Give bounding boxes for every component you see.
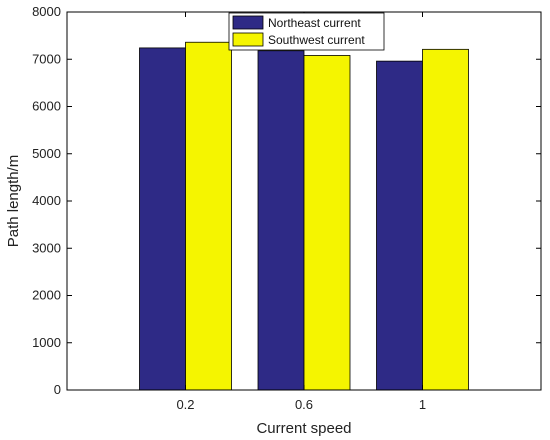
bar-southwest-current-0.6 xyxy=(303,55,351,391)
x-tick-label: 0.6 xyxy=(295,397,313,412)
x-tick-label: 0.2 xyxy=(176,397,194,412)
bar-northeast-current-0.2 xyxy=(139,47,186,391)
legend-label: Northeast current xyxy=(268,16,361,30)
y-tick-label: 5000 xyxy=(32,146,61,161)
bar-northeast-current-1 xyxy=(376,60,423,391)
y-tick-label: 4000 xyxy=(32,193,61,208)
legend-swatch xyxy=(232,32,264,47)
y-tick-label: 8000 xyxy=(32,4,61,19)
y-tick-label: 7000 xyxy=(32,51,61,66)
y-axis: 0 1000 2000 3000 4000 5000 6000 7000 8000 xyxy=(32,4,541,397)
bars-layer xyxy=(139,41,469,391)
x-tick-label: 1 xyxy=(419,397,426,412)
y-tick-label: 0 xyxy=(54,382,61,397)
bar-northeast-current-0.6 xyxy=(257,50,305,391)
y-tick-label: 1000 xyxy=(32,335,61,350)
legend: Northeast current Southwest current xyxy=(228,12,385,51)
bar-southwest-current-0.2 xyxy=(185,41,232,391)
y-tick-label: 3000 xyxy=(32,240,61,255)
x-axis-label: Current speed xyxy=(256,420,351,437)
bar-southwest-current-1 xyxy=(422,48,469,391)
legend-label: Southwest current xyxy=(268,33,365,47)
y-axis-label: Path length/m xyxy=(5,155,22,248)
y-tick-label: 2000 xyxy=(32,288,61,303)
legend-swatch xyxy=(232,15,264,30)
y-tick-label: 6000 xyxy=(32,99,61,114)
